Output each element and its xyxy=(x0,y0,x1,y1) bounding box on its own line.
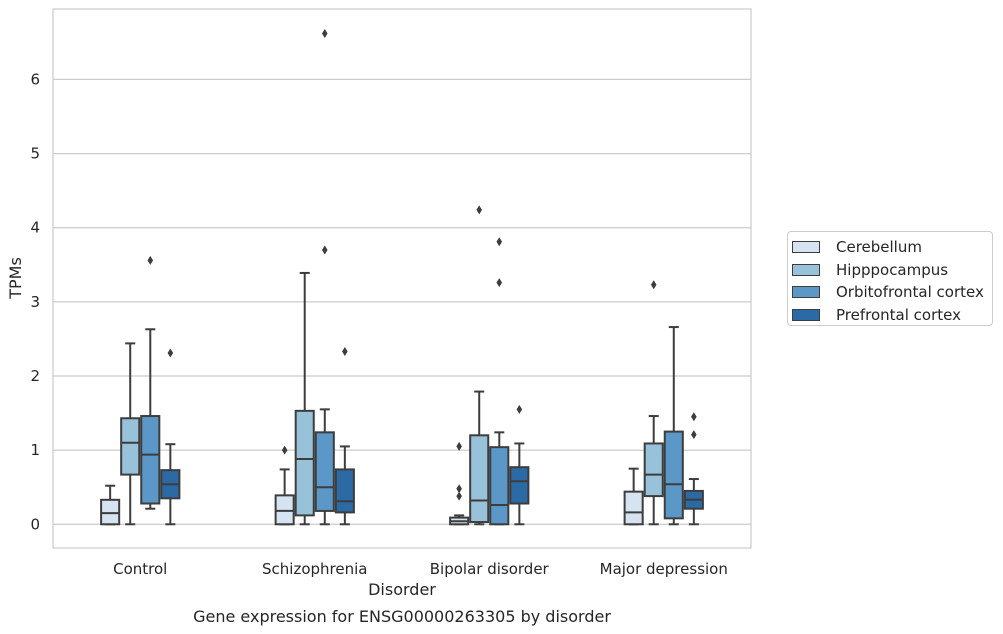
box-body xyxy=(120,417,141,476)
box-hipppocampus xyxy=(643,280,664,526)
legend-label: Cerebellum xyxy=(836,238,922,257)
outlier-point xyxy=(456,441,462,451)
legend-item: Prefrontal cortex xyxy=(792,304,992,327)
outlier-point xyxy=(342,347,348,357)
x-tick-label: Control xyxy=(113,560,167,578)
x-axis-label: Disorder xyxy=(368,580,436,599)
box-body xyxy=(314,431,335,512)
box-orbitofrontal-cortex xyxy=(314,28,335,526)
outlier-point xyxy=(321,245,328,255)
outlier-point xyxy=(650,280,657,290)
legend-item: Cerebellum xyxy=(792,236,992,259)
box-body xyxy=(469,434,490,524)
box-cerebellum xyxy=(274,445,295,526)
box-body xyxy=(100,498,121,526)
box-hipppocampus xyxy=(469,205,490,526)
legend-item: Orbitofrontal cortex xyxy=(792,281,992,304)
y-axis-label: TPMs xyxy=(6,257,25,300)
outlier-point xyxy=(476,205,483,215)
legend-swatch xyxy=(792,308,820,321)
box-hipppocampus xyxy=(120,342,141,526)
legend: Cerebellum Hipppocampus Orbitofrontal cort… xyxy=(787,231,993,326)
box-body xyxy=(489,446,510,526)
box-layer xyxy=(100,28,704,526)
y-tick-label: 4 xyxy=(30,219,40,237)
x-tick-label: Schizophrenia xyxy=(262,560,367,578)
legend-swatch xyxy=(792,263,820,276)
outlier-point xyxy=(456,484,462,494)
box-body xyxy=(663,430,684,520)
y-tick-labels: 0 1 2 3 4 5 6 xyxy=(30,70,40,533)
y-tick-label: 0 xyxy=(30,515,40,533)
legend-label: Prefrontal cortex xyxy=(836,305,961,324)
box-body xyxy=(509,466,530,505)
outlier-point xyxy=(321,28,328,38)
box-body xyxy=(643,442,664,498)
box-prefrontal-cortex xyxy=(683,412,704,526)
box-cerebellum xyxy=(100,484,121,526)
outlier-point xyxy=(691,430,697,440)
outlier-point xyxy=(691,412,697,422)
chart-title: Gene expression for ENSG00000263305 by d… xyxy=(193,607,611,626)
y-tick-label: 2 xyxy=(30,367,40,385)
outlier-point xyxy=(167,348,174,358)
box-body xyxy=(623,490,644,526)
legend-swatch xyxy=(792,241,820,254)
legend-label: Orbitofrontal cortex xyxy=(836,283,984,302)
box-cerebellum xyxy=(623,467,644,526)
box-body xyxy=(140,415,161,505)
box-body xyxy=(334,468,355,514)
outlier-point xyxy=(496,278,503,288)
legend-swatch xyxy=(792,286,820,299)
legend-label: Hipppocampus xyxy=(836,260,949,279)
plot-area-frame xyxy=(52,8,752,549)
x-tick-label: Bipolar disorder xyxy=(430,560,550,578)
box-body xyxy=(274,494,295,526)
box-prefrontal-cortex xyxy=(334,347,355,526)
box-hipppocampus xyxy=(294,271,315,526)
y-tick-label: 1 xyxy=(30,441,40,459)
outlier-point xyxy=(496,237,503,247)
outlier-point xyxy=(147,255,154,265)
y-tick-label: 3 xyxy=(30,293,40,311)
box-orbitofrontal-cortex xyxy=(489,237,510,526)
gridlines xyxy=(53,78,751,525)
x-tick-label: Major depression xyxy=(600,560,728,578)
legend-item: Hipppocampus xyxy=(792,259,992,282)
y-tick-label: 5 xyxy=(30,145,40,163)
box-prefrontal-cortex xyxy=(509,404,530,526)
box-orbitofrontal-cortex xyxy=(663,326,684,526)
box-orbitofrontal-cortex xyxy=(140,255,161,510)
box-cerebellum xyxy=(449,441,470,526)
outlier-point xyxy=(456,491,462,501)
y-tick-label: 6 xyxy=(30,70,40,88)
outlier-point xyxy=(281,445,288,455)
outlier-point xyxy=(516,404,523,414)
x-tick-labels: Control Schizophrenia Bipolar disorder Majo… xyxy=(113,560,728,578)
box-body xyxy=(294,409,315,517)
box-prefrontal-cortex xyxy=(160,348,181,526)
